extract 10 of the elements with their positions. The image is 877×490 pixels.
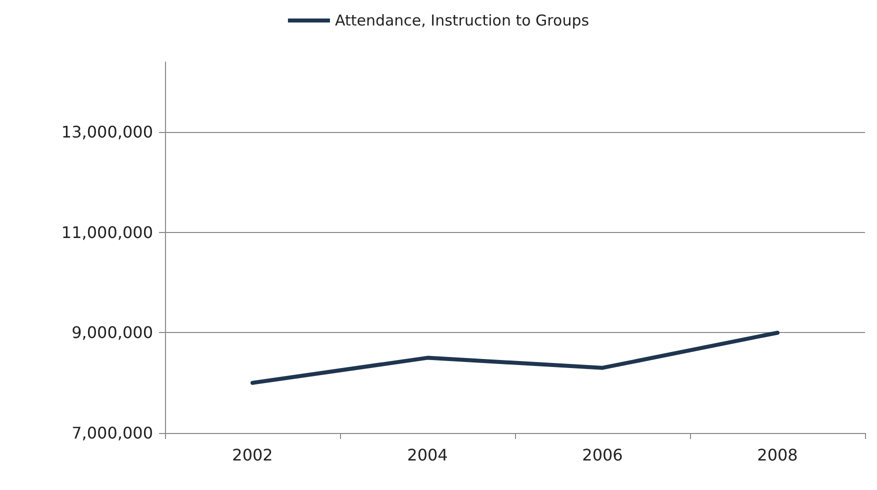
legend-label: Attendance, Instruction to Groups: [334, 12, 590, 30]
y-tick-label: 9,000,000: [72, 323, 153, 342]
line-series: [250, 330, 780, 385]
y-tick-label: 13,000,000: [61, 122, 153, 142]
x-tick-label: 2004: [407, 446, 448, 464]
x-tick-label: 2006: [582, 446, 623, 464]
y-tick-label: 7,000,000: [72, 424, 153, 442]
x-tick-label: 2002: [232, 446, 273, 464]
x-tick-label: 2008: [757, 446, 798, 464]
y-tick-label: 11,000,000: [61, 222, 153, 242]
